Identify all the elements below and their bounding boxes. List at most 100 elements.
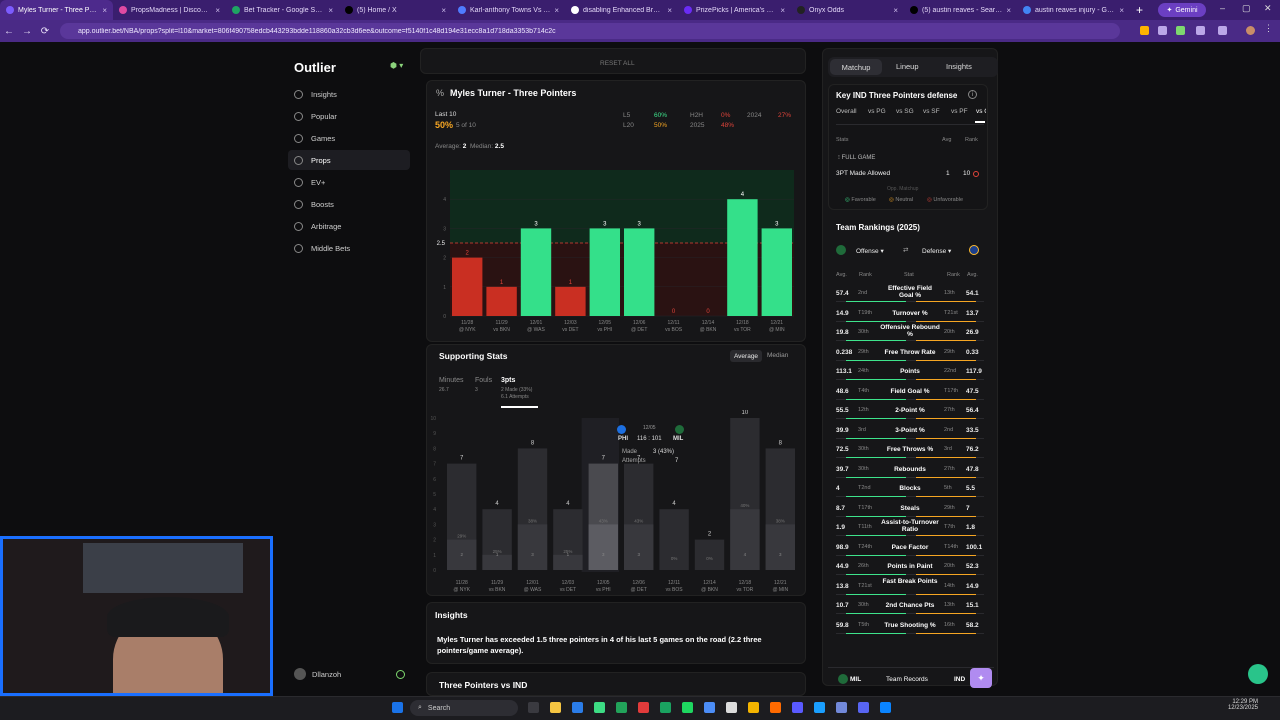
taskbar-app-icon[interactable] xyxy=(748,702,759,713)
taskbar-app-icon[interactable] xyxy=(704,702,715,713)
sidebar-item-boosts[interactable]: Boosts xyxy=(288,194,410,214)
settings-icon[interactable] xyxy=(396,670,405,679)
taskbar-app-icon[interactable] xyxy=(528,702,539,713)
bar[interactable] xyxy=(727,199,758,316)
tab-close-icon[interactable]: × xyxy=(667,5,672,15)
browser-tab[interactable]: Onyx Odds × xyxy=(791,0,904,20)
taskbar-app-icon[interactable] xyxy=(880,702,891,713)
browser-tab[interactable]: (5) Home / X × xyxy=(339,0,452,20)
bar[interactable] xyxy=(486,286,517,316)
taskbar-app-icon[interactable] xyxy=(682,702,693,713)
tab-close-icon[interactable]: × xyxy=(554,5,559,15)
bar[interactable] xyxy=(520,228,552,316)
tab-insights[interactable]: Insights xyxy=(946,62,972,71)
attempts-bar[interactable] xyxy=(694,539,725,570)
new-tab-button[interactable]: + xyxy=(1136,3,1144,17)
profile-avatar[interactable] xyxy=(1246,26,1255,35)
median-toggle[interactable]: Median xyxy=(767,352,789,359)
sidebar-item-ev-[interactable]: EV+ xyxy=(288,172,410,192)
extension-icon[interactable] xyxy=(1218,26,1227,35)
sidebar-item-middle-bets[interactable]: Middle Bets xyxy=(288,238,410,258)
browser-tab[interactable]: PropsMadness | Discover N × xyxy=(113,0,226,20)
taskbar-app-icon[interactable] xyxy=(660,702,671,713)
sidebar-item-games[interactable]: Games xyxy=(288,128,410,148)
made-bar[interactable] xyxy=(482,554,512,570)
sidebar-item-arbitrage[interactable]: Arbitrage xyxy=(288,216,410,236)
extension-icon[interactable] xyxy=(1176,26,1185,35)
taskbar-search[interactable]: ⌕ Search xyxy=(410,700,518,716)
tab-close-icon[interactable]: × xyxy=(215,5,220,15)
taskbar-app-icon[interactable] xyxy=(792,702,803,713)
pos-tab[interactable]: vs C xyxy=(976,108,986,115)
taskbar-app-icon[interactable] xyxy=(638,702,649,713)
tab-close-icon[interactable]: × xyxy=(328,5,333,15)
bar[interactable] xyxy=(761,228,792,316)
made-bar[interactable] xyxy=(588,524,618,570)
sport-selector[interactable]: ⬢ ▾ xyxy=(390,61,404,70)
forward-icon[interactable]: → xyxy=(22,25,32,37)
taskbar-app-icon[interactable] xyxy=(858,702,869,713)
bar[interactable] xyxy=(589,228,620,316)
sidebar-item-insights[interactable]: Insights xyxy=(288,84,410,104)
taskbar-app-icon[interactable] xyxy=(616,702,627,713)
bar[interactable] xyxy=(555,286,586,316)
url-field[interactable]: app.outlier.bet/NBA/props?split=l10&mark… xyxy=(60,23,1120,39)
tab-close-icon[interactable]: × xyxy=(441,5,446,15)
support-tab-minutes[interactable]: Minutes xyxy=(439,377,464,384)
pos-tab[interactable]: vs PG xyxy=(868,108,886,115)
support-tab-fouls[interactable]: Fouls xyxy=(475,377,493,384)
made-bar[interactable] xyxy=(517,524,548,570)
reload-icon[interactable]: ⟳ xyxy=(40,25,50,37)
info-icon[interactable]: i xyxy=(968,90,977,99)
chat-button[interactable] xyxy=(1248,664,1268,684)
sidebar-item-popular[interactable]: Popular xyxy=(288,106,410,126)
made-bar[interactable] xyxy=(624,524,654,570)
tab-close-icon[interactable]: × xyxy=(893,5,898,15)
browser-tab[interactable]: austin reaves injury - Google × xyxy=(1017,0,1130,20)
browser-tab[interactable]: Bet Tracker - Google Sheets × xyxy=(226,0,339,20)
tab-close-icon[interactable]: × xyxy=(780,5,785,15)
menu-icon[interactable]: ⋮ xyxy=(1264,23,1273,33)
extension-icon[interactable] xyxy=(1196,26,1205,35)
pos-tab[interactable]: vs SF xyxy=(923,108,940,115)
taskbar-app-icon[interactable] xyxy=(726,702,737,713)
made-bar[interactable] xyxy=(730,509,760,570)
assistant-button[interactable]: ✦ xyxy=(970,668,992,688)
back-icon[interactable]: ← xyxy=(4,25,14,37)
pos-tab[interactable]: Overall xyxy=(836,108,857,115)
offense-select[interactable]: Offense ▾ xyxy=(856,248,884,255)
close-window-icon[interactable]: ✕ xyxy=(1264,3,1272,13)
taskbar-app-icon[interactable] xyxy=(550,702,561,713)
tab-lineup[interactable]: Lineup xyxy=(896,62,919,71)
taskbar-app-icon[interactable] xyxy=(770,702,781,713)
tab-close-icon[interactable]: × xyxy=(1006,5,1011,15)
extension-icon[interactable] xyxy=(1140,26,1149,35)
gemini-button[interactable]: ✦ Gemini xyxy=(1158,3,1206,17)
windows-start-icon[interactable] xyxy=(392,702,403,713)
sidebar-item-props[interactable]: Props xyxy=(288,150,410,170)
bar[interactable] xyxy=(624,228,655,316)
browser-tab[interactable]: PrizePicks | America's #1 Fa × xyxy=(678,0,791,20)
made-bar[interactable] xyxy=(447,539,477,570)
taskbar-app-icon[interactable] xyxy=(836,702,847,713)
average-toggle[interactable]: Average xyxy=(730,350,762,362)
maximize-icon[interactable]: ▢ xyxy=(1242,3,1251,13)
support-tab-3pts[interactable]: 3pts xyxy=(501,377,516,384)
defense-select[interactable]: Defense ▾ xyxy=(922,248,952,255)
reset-all-button[interactable]: RESET ALL xyxy=(600,60,635,67)
attempts-bar[interactable] xyxy=(659,509,689,570)
clock[interactable]: 12:29 PM 12/23/2025 xyxy=(1226,699,1258,711)
taskbar-app-icon[interactable] xyxy=(572,702,583,713)
taskbar-app-icon[interactable] xyxy=(594,702,605,713)
swap-icon[interactable]: ⇄ xyxy=(903,247,909,254)
browser-tab[interactable]: Myles Turner - Three Pointers× xyxy=(0,0,113,20)
browser-tab[interactable]: disabling Enhanced Broadcas × xyxy=(565,0,678,20)
made-bar[interactable] xyxy=(553,554,583,570)
taskbar-app-icon[interactable] xyxy=(814,702,825,713)
browser-tab[interactable]: Karl-anthony Towns Vs T-wo × xyxy=(452,0,565,20)
team-records-label[interactable]: Team Records xyxy=(886,676,928,683)
browser-tab[interactable]: (5) austin reaves - Search / X× xyxy=(904,0,1017,20)
tab-close-icon[interactable]: × xyxy=(102,5,107,15)
tab-close-icon[interactable]: × xyxy=(1119,5,1124,15)
minimize-icon[interactable]: – xyxy=(1220,3,1226,13)
